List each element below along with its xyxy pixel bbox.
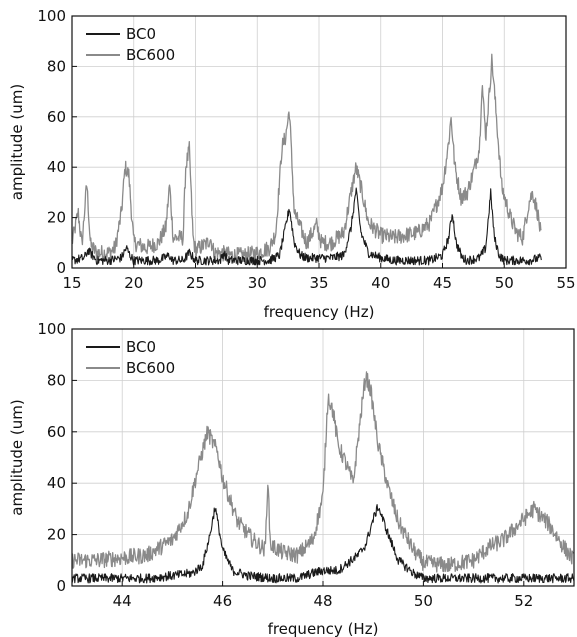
legend-label-bc0: BC0	[126, 338, 156, 356]
x-axis-label: frequency (Hz)	[268, 620, 379, 637]
x-tick-label: 45	[433, 274, 452, 292]
y-tick-label: 60	[47, 423, 66, 441]
x-tick-label: 46	[213, 592, 232, 610]
x-tick-label: 15	[62, 274, 81, 292]
y-tick-label: 0	[56, 577, 66, 595]
y-tick-label: 80	[47, 57, 66, 75]
y-axis-label: amplitude (um)	[8, 84, 26, 200]
legend-label-bc600: BC600	[126, 359, 175, 377]
chart-panel-2: 44 46 48 50 52 0 20 40 60 80 100 frequency (Hz) ampl…	[8, 320, 575, 637]
y-tick-label: 20	[47, 526, 66, 544]
x-tick-label: 48	[313, 592, 332, 610]
x-tick-label: 20	[124, 274, 143, 292]
series-line-bc0	[71, 187, 542, 266]
y-tick-label: 20	[47, 209, 66, 227]
x-tick-label: 40	[371, 274, 390, 292]
y-tick-label: 40	[47, 474, 66, 492]
x-tick-label: 44	[113, 592, 132, 610]
series-line-bc0	[71, 504, 575, 584]
x-tick-label: 50	[495, 274, 514, 292]
y-tick-label: 0	[56, 259, 66, 277]
x-axis-label: frequency (Hz)	[264, 303, 375, 321]
x-tick-label: 55	[556, 274, 575, 292]
y-tick-label: 40	[47, 158, 66, 176]
y-tick-label: 60	[47, 108, 66, 126]
series-line-bc600	[71, 371, 575, 573]
x-tick-label: 52	[514, 592, 533, 610]
x-tick-label: 25	[186, 274, 205, 292]
y-axis-label: amplitude (um)	[8, 399, 26, 515]
y-tick-label: 80	[47, 371, 66, 389]
y-tick-label: 100	[37, 320, 66, 338]
series-line-bc600	[71, 53, 542, 265]
legend-label-bc0: BC0	[126, 25, 156, 43]
legend-label-bc600: BC600	[126, 46, 175, 64]
x-tick-label: 30	[248, 274, 267, 292]
x-tick-label: 50	[414, 592, 433, 610]
y-tick-label: 100	[37, 7, 66, 25]
chart-panel-1: 15 20 25 30 35 40 45 50 55 0 20 40 60 80 100 frequency …	[8, 7, 576, 321]
x-tick-label: 35	[309, 274, 328, 292]
